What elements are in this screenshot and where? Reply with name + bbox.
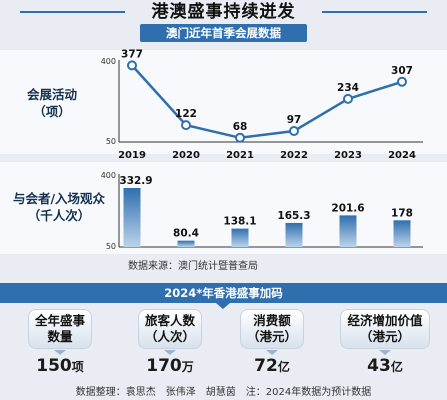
line-chart-xtick-2024: 2024 (388, 150, 416, 160)
bar-chart-ytick-top: 400 (101, 171, 116, 180)
stat-visitors-label-main: 旅客人数 (144, 313, 195, 328)
stat-events: 全年盛事 数量 150项 (10, 309, 110, 376)
bar-value-2020: 80.4 (173, 228, 199, 240)
line-chart-point-2024 (397, 76, 407, 87)
stat-events-label: 全年盛事 数量 (27, 309, 92, 349)
title-rule-left (20, 11, 125, 13)
stat-spending-label-unit: （港元） (246, 329, 297, 344)
bar-2024 (393, 220, 411, 247)
bar-chart-ytick-bottom: 50 (106, 242, 116, 251)
bar-value-2023: 201.6 (331, 202, 364, 214)
line-chart-point-2020 (181, 120, 191, 131)
stat-events-pointer (54, 350, 66, 355)
stat-value-added-unit: 亿 (390, 360, 403, 374)
stat-events-label-main: 全年盛事 (34, 313, 85, 328)
bar-chart-label: 与会者/入场观众 （千人次） (2, 190, 116, 224)
stat-visitors-label-unit: （人次） (144, 329, 195, 344)
stat-value-added-label: 经济增加价值 （港元） (340, 309, 430, 349)
stat-value-added-value: 43亿 (330, 356, 440, 376)
bar-chart-label-unit: （千人次） (27, 208, 91, 223)
line-chart-xtick-2023: 2023 (334, 150, 362, 160)
line-chart-point-2023 (343, 93, 353, 104)
line-chart-point-2022 (289, 125, 299, 136)
line-chart-label-main: 会展活动 (26, 87, 77, 102)
line-chart-xtick-2021: 2021 (226, 150, 254, 160)
stat-value-added-pointer (379, 350, 391, 355)
bar-value-2022: 165.3 (277, 210, 310, 222)
stat-value-added-label-main: 经济增加价值 (347, 313, 423, 328)
title-rule-right (322, 11, 427, 13)
stat-value-added-number: 43 (367, 356, 391, 376)
line-chart-ytick-top: 400 (101, 57, 116, 66)
bar-chart-panel (0, 162, 447, 254)
line-chart-series (131, 64, 403, 140)
bar-2023 (339, 215, 357, 247)
stat-visitors-label: 旅客人数 （人次） (137, 309, 202, 349)
line-chart-value-2022: 97 (287, 114, 302, 126)
line-chart: 400 50 377 2019 122 2020 68 2021 97 2022 234 2023 30… (101, 48, 423, 160)
line-chart-xtick-2020: 2020 (172, 150, 200, 160)
stat-visitors-value: 170万 (120, 356, 220, 376)
stat-value-added-label-unit: （港元） (359, 329, 410, 344)
line-chart-panel (0, 50, 447, 154)
line-chart-ytick-bottom: 50 (106, 137, 116, 146)
chart-subtitle: 澳门近年首季会展数据 (140, 24, 307, 42)
stat-events-value: 150项 (10, 356, 110, 376)
page-title: 港澳盛事持续迸发 (0, 0, 447, 24)
line-chart-xtick-2022: 2022 (280, 150, 308, 160)
stat-spending-label: 消费额 （港元） (239, 309, 304, 349)
stat-visitors: 旅客人数 （人次） 170万 (120, 309, 220, 376)
line-chart-point-2021 (235, 132, 245, 143)
stat-events-unit: 项 (71, 360, 84, 374)
footer-credits: 数据整理：袁思杰 张伟泽 胡慧茵 注：2024年数据为预计数据 (75, 387, 372, 398)
bar-2022 (285, 222, 303, 247)
line-chart-point-2019 (127, 60, 137, 71)
line-chart-label: 会展活动 （项） (8, 86, 96, 120)
bar-2019 (123, 187, 141, 247)
stat-spending-label-main: 消费额 (253, 313, 291, 328)
stat-value-added: 经济增加价值 （港元） 43亿 (330, 309, 440, 376)
line-chart-label-unit: （项） (33, 104, 71, 119)
stat-visitors-unit: 万 (181, 360, 194, 374)
data-source: 数据来源：澳门统计暨普查局 (128, 261, 258, 272)
line-chart-value-2021: 68 (233, 121, 248, 133)
stat-spending-value: 72亿 (222, 356, 322, 376)
bar-value-2019: 332.9 (119, 175, 152, 187)
stat-events-number: 150 (36, 356, 72, 376)
line-chart-value-2020: 122 (175, 108, 197, 120)
stat-spending: 消费额 （港元） 72亿 (222, 309, 322, 376)
line-chart-xtick-2019: 2019 (118, 150, 146, 160)
bar-value-2024: 178 (391, 207, 413, 219)
bar-chart: 400 50 332.9 80.4 138.1 165.3 201.6 178 (101, 171, 423, 251)
bar-2021 (231, 228, 249, 247)
stat-spending-pointer (266, 350, 278, 355)
stats-heading-pointer (216, 303, 230, 309)
stat-visitors-pointer (164, 350, 176, 355)
line-chart-value-2024: 307 (391, 65, 413, 77)
line-chart-value-2019: 377 (121, 48, 143, 60)
stat-visitors-number: 170 (146, 356, 182, 376)
stat-events-label-unit: 数量 (47, 329, 73, 344)
bar-value-2021: 138.1 (223, 216, 256, 228)
stat-spending-unit: 亿 (277, 360, 290, 374)
line-chart-value-2023: 234 (337, 82, 359, 94)
stat-spending-number: 72 (254, 356, 278, 376)
stats-heading: 2024*年香港盛事加码 (0, 283, 447, 303)
bar-chart-label-main: 与会者/入场观众 (12, 191, 106, 206)
bar-2020 (177, 240, 195, 247)
